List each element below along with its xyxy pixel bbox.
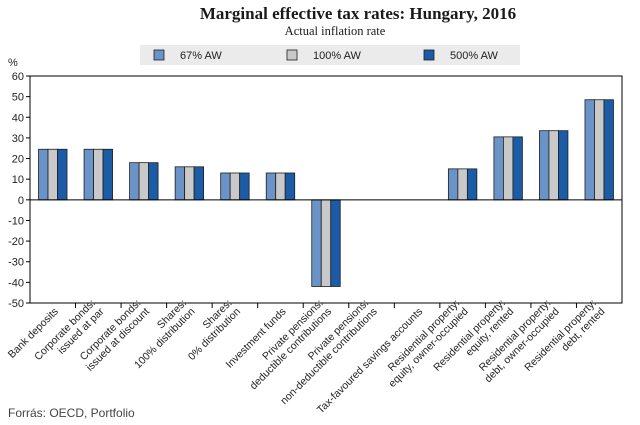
legend-label: 100% AW bbox=[313, 50, 362, 62]
bars bbox=[38, 99, 614, 287]
bar-3-7 bbox=[330, 199, 341, 287]
y-axis-label: % bbox=[8, 57, 18, 69]
bar-1-13 bbox=[584, 99, 595, 201]
y-tick-label: 60 bbox=[12, 71, 24, 83]
bar-3-11 bbox=[512, 136, 523, 201]
bar-1-1 bbox=[38, 148, 49, 201]
bar-3-4 bbox=[193, 166, 205, 201]
bar-1-12 bbox=[539, 130, 550, 201]
legend-swatch bbox=[153, 49, 165, 61]
bar-3-3 bbox=[148, 162, 159, 201]
y-tick-label: -40 bbox=[8, 277, 24, 289]
bar-3-6 bbox=[284, 172, 296, 201]
bar-2-4 bbox=[184, 166, 195, 201]
bar-1-4 bbox=[174, 166, 186, 201]
y-tick-label: -10 bbox=[8, 215, 24, 227]
y-tick-label: -20 bbox=[8, 236, 24, 248]
bar-2-1 bbox=[47, 148, 58, 201]
y-tick-label: -50 bbox=[8, 298, 24, 310]
y-axis: 60 50 40 30 20 10 0 -10 -20 -30 -40 -50 bbox=[8, 71, 30, 310]
y-tick-label: 50 bbox=[12, 92, 24, 104]
bar-2-11 bbox=[503, 136, 514, 201]
bar-2-7 bbox=[320, 199, 332, 287]
y-tick-label: -30 bbox=[8, 257, 24, 269]
bar-2-6 bbox=[275, 172, 286, 201]
y-tick-label: 0 bbox=[18, 195, 24, 207]
bar-1-3 bbox=[129, 162, 140, 201]
legend-swatch bbox=[286, 49, 298, 61]
source-note: Forrás: OECD, Portfolio bbox=[8, 406, 135, 420]
y-tick-label: 20 bbox=[12, 154, 24, 166]
plot-frame bbox=[29, 75, 623, 304]
y-tick-label: 30 bbox=[12, 133, 24, 145]
legend-label: 67% AW bbox=[180, 50, 222, 62]
bar-3-1 bbox=[57, 148, 68, 201]
bar-2-13 bbox=[594, 99, 605, 201]
bar-1-2 bbox=[83, 148, 94, 201]
y-tick-label: 40 bbox=[12, 112, 24, 124]
bar-1-10 bbox=[447, 168, 459, 201]
bar-1-6 bbox=[265, 172, 277, 201]
bar-2-5 bbox=[229, 172, 241, 201]
legend-swatch bbox=[423, 49, 435, 61]
y-tick-label: 10 bbox=[12, 174, 24, 186]
legend-label: 500% AW bbox=[450, 50, 499, 62]
bar-3-2 bbox=[102, 148, 113, 201]
bar-3-10 bbox=[466, 168, 478, 201]
legend: 67% AW 100% AW 500% AW bbox=[140, 45, 520, 65]
bar-3-5 bbox=[239, 172, 250, 201]
bar-1-5 bbox=[220, 172, 231, 201]
bar-2-3 bbox=[138, 162, 149, 201]
bar-2-10 bbox=[457, 168, 468, 201]
chart-title: Marginal effective tax rates: Hungary, 2… bbox=[200, 4, 516, 23]
bar-1-11 bbox=[493, 136, 504, 201]
chart-subtitle: Actual inflation rate bbox=[285, 24, 386, 38]
bar-2-2 bbox=[93, 148, 104, 201]
bar-3-12 bbox=[558, 130, 569, 201]
bar-2-12 bbox=[548, 130, 559, 201]
bar-3-13 bbox=[603, 99, 614, 201]
bar-1-7 bbox=[311, 199, 322, 287]
